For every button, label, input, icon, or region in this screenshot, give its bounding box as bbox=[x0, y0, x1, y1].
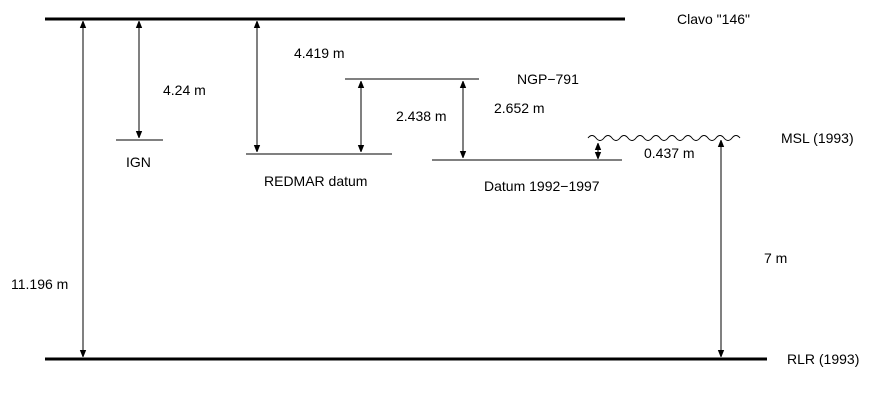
redmar-label: REDMAR datum bbox=[264, 173, 367, 189]
redmar-distance-label: 4.419 m bbox=[294, 45, 345, 61]
ngp-redmar-distance-label: 2.438 m bbox=[396, 108, 447, 124]
clavo-rlr-distance-label: 11.196 m bbox=[11, 276, 68, 292]
ngp-datum-distance-label: 2.652 m bbox=[494, 100, 545, 116]
msl-label: MSL (1993) bbox=[781, 130, 854, 146]
msl-rlr-distance-label: 7 m bbox=[764, 250, 787, 266]
rlr-label: RLR (1993) bbox=[787, 351, 859, 367]
msl-datum-distance-label: 0.437 m bbox=[644, 145, 695, 161]
ign-distance-label: 4.24 m bbox=[163, 82, 206, 98]
ign-label: IGN bbox=[126, 154, 151, 170]
clavo-label: Clavo "146" bbox=[677, 11, 750, 27]
datum-1992-1997-label: Datum 1992−1997 bbox=[484, 178, 600, 194]
ngp-label: NGP−791 bbox=[517, 71, 579, 87]
msl-wave-line bbox=[587, 135, 741, 141]
